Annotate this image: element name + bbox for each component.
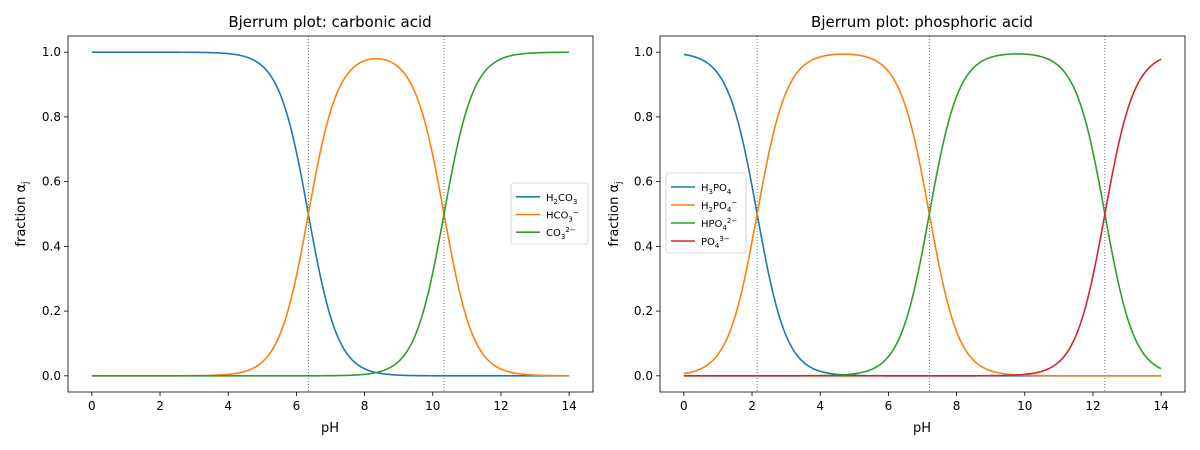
x-tick-label: 14: [561, 399, 576, 413]
x-tick-label: 8: [361, 399, 369, 413]
legend-label: PO43−: [701, 235, 730, 250]
y-tick-label: 0.8: [634, 110, 653, 124]
x-axis-label: pH: [913, 421, 931, 436]
x-axis-ticks: 0 2 4 6 8 10 12 14: [88, 392, 577, 413]
x-tick-label: 6: [293, 399, 301, 413]
y-tick-label: 1.0: [634, 45, 653, 59]
axes-frame: [67, 35, 594, 393]
x-axis-label: pH: [321, 421, 339, 436]
x-tick-label: 0: [680, 399, 688, 413]
series-lines: [683, 53, 1162, 377]
legend-label: H2CO3: [546, 193, 577, 206]
y-tick-label: 0.2: [42, 304, 61, 318]
legend-frame: [665, 172, 747, 254]
y-tick-label: 0.0: [634, 369, 653, 383]
plot-area: [660, 36, 1185, 392]
x-tick-label: 6: [885, 399, 893, 413]
chart-carbonic-acid: Bjerrum plot: carbonic acid 0 2 4 6 8 10 12 14 …: [14, 13, 594, 436]
x-tick-label: 4: [816, 399, 824, 413]
series-line: [91, 51, 570, 377]
series-line: [91, 51, 570, 377]
x-axis-ticks: 0 2 4 6 8 10 12 14: [680, 392, 1169, 413]
x-tick-label: 4: [224, 399, 232, 413]
axes-frame: [659, 35, 1186, 393]
series-line: [683, 58, 1162, 377]
legend-label: H3PO4: [701, 183, 732, 196]
plot-area: [68, 36, 593, 392]
legend: H2CO3 HCO3− CO32−: [510, 182, 589, 245]
x-tick-label: 12: [1085, 399, 1100, 413]
legend-label: H2PO4−: [701, 199, 737, 214]
y-tick-label: 0.8: [42, 110, 61, 124]
chart-title: Bjerrum plot: phosphoric acid: [811, 13, 1033, 31]
chart-phosphoric-acid: Bjerrum plot: phosphoric acid 0 2 4 6 8 10 12 1…: [607, 13, 1186, 436]
x-tick-label: 10: [425, 399, 440, 413]
x-tick-label: 0: [88, 399, 96, 413]
y-axis-label: fraction αj: [14, 181, 31, 246]
legend: H3PO4 H2PO4− HPO42− PO43−: [665, 172, 747, 254]
y-tick-label: 0.4: [42, 239, 61, 253]
y-axis-ticks: 0.0 0.2 0.4 0.6 0.8 1.0: [42, 45, 68, 383]
legend-frame: [510, 182, 589, 245]
y-axis-label: fraction αj: [607, 181, 624, 246]
chart-title: Bjerrum plot: carbonic acid: [228, 13, 431, 31]
legend-label: HPO42−: [701, 217, 737, 232]
y-tick-label: 0.6: [634, 175, 653, 189]
y-axis-ticks: 0.0 0.2 0.4 0.6 0.8 1.0: [634, 45, 660, 383]
y-tick-label: 0.4: [634, 239, 653, 253]
x-tick-label: 12: [493, 399, 508, 413]
series-lines: [91, 51, 570, 377]
x-tick-label: 10: [1017, 399, 1032, 413]
x-tick-label: 8: [953, 399, 961, 413]
x-tick-label: 14: [1153, 399, 1168, 413]
legend-label: CO32−: [546, 226, 576, 241]
series-line: [683, 53, 1162, 377]
y-tick-label: 0.2: [634, 304, 653, 318]
legend-label: HCO3−: [546, 209, 579, 224]
y-tick-label: 0.0: [42, 369, 61, 383]
x-tick-label: 2: [748, 399, 756, 413]
x-tick-label: 2: [156, 399, 164, 413]
y-tick-label: 0.6: [42, 175, 61, 189]
y-tick-label: 1.0: [42, 45, 61, 59]
